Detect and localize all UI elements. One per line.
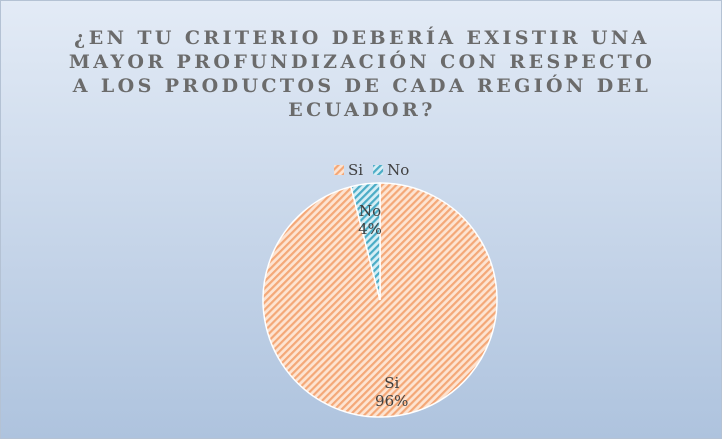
legend-label: Si (348, 161, 363, 179)
legend-swatch (373, 165, 384, 175)
data-label-category: No (359, 202, 381, 220)
chart-title: ¿EN TU CRITERIO DEBERÍA EXISTIR UNA MAYO… (68, 27, 656, 121)
data-label-value: 4% (358, 220, 382, 238)
pie-slice (349, 182, 381, 301)
data-label-value: 96% (375, 392, 408, 410)
data-label-category: Si (384, 374, 399, 392)
legend-label: No (387, 161, 409, 179)
legend-swatch (334, 165, 344, 175)
